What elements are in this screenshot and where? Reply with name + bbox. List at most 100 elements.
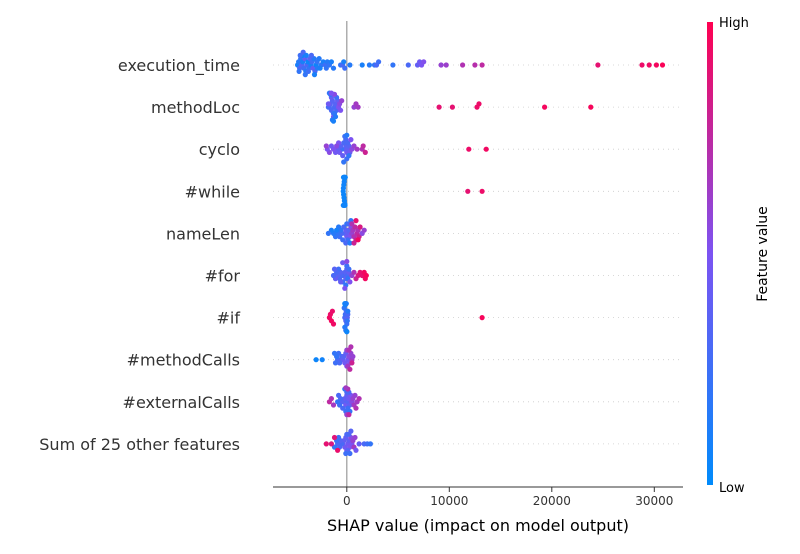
shap-point bbox=[421, 59, 427, 65]
shap-point bbox=[346, 266, 352, 272]
shap-point bbox=[588, 104, 594, 110]
shap-point bbox=[443, 62, 449, 68]
shap-point bbox=[344, 318, 350, 324]
shap-point bbox=[405, 62, 411, 68]
shap-point bbox=[311, 72, 318, 78]
shap-point bbox=[334, 227, 340, 233]
feature-label: #while bbox=[185, 182, 240, 201]
shap-point bbox=[542, 104, 548, 110]
shap-point bbox=[355, 104, 361, 110]
shap-point bbox=[367, 441, 373, 447]
shap-point bbox=[331, 444, 338, 450]
shap-point bbox=[479, 62, 485, 68]
shap-point bbox=[317, 65, 323, 71]
shap-point bbox=[339, 98, 345, 104]
shap-point bbox=[483, 146, 489, 152]
feature-label: #methodCalls bbox=[127, 351, 240, 370]
shap-point bbox=[338, 107, 344, 113]
x-tick-label: 0 bbox=[343, 494, 351, 508]
shap-point bbox=[330, 65, 337, 71]
shap-point bbox=[476, 101, 482, 107]
shap-point bbox=[472, 62, 478, 68]
feature-label: #for bbox=[205, 267, 241, 286]
shap-point bbox=[342, 174, 348, 180]
x-axis-title: SHAP value (impact on model output) bbox=[327, 516, 629, 535]
shap-point bbox=[359, 62, 365, 68]
shap-point bbox=[353, 405, 359, 411]
feature-label: nameLen bbox=[166, 224, 240, 243]
shap-point bbox=[347, 240, 353, 246]
shap-point bbox=[356, 396, 362, 402]
shap-point bbox=[349, 221, 355, 227]
shap-point bbox=[328, 396, 334, 402]
shap-point bbox=[351, 269, 357, 275]
shap-point bbox=[319, 357, 325, 363]
shap-point bbox=[479, 188, 485, 194]
shap-point bbox=[340, 153, 346, 159]
shap-point bbox=[354, 146, 360, 152]
shap-point bbox=[342, 202, 348, 208]
shap-point bbox=[346, 412, 352, 418]
shap-point bbox=[390, 62, 396, 68]
shap-point bbox=[305, 68, 311, 74]
shap-point bbox=[336, 392, 342, 398]
feature-label: #if bbox=[217, 309, 241, 328]
feature-label: execution_time bbox=[118, 56, 240, 76]
shap-point bbox=[361, 227, 367, 233]
shap-point bbox=[340, 260, 346, 266]
colorbar-high-label: High bbox=[719, 16, 749, 31]
shap-point bbox=[313, 357, 319, 363]
colorbar-low-label: Low bbox=[719, 481, 745, 496]
x-tick-label: 10000 bbox=[430, 494, 468, 508]
shap-point bbox=[653, 62, 660, 68]
shap-point bbox=[351, 240, 357, 246]
shap-point bbox=[349, 360, 355, 366]
shap-point bbox=[330, 272, 337, 279]
shap-point bbox=[355, 237, 361, 243]
shap-point bbox=[438, 62, 444, 68]
shap-point bbox=[302, 72, 308, 78]
shap-point bbox=[353, 218, 359, 224]
shap-point bbox=[296, 68, 302, 74]
shap-point bbox=[332, 114, 339, 120]
shap-point bbox=[376, 59, 382, 65]
shap-point bbox=[323, 441, 329, 447]
shap-point bbox=[659, 62, 666, 68]
shap-point bbox=[344, 132, 350, 138]
shap-point bbox=[344, 329, 350, 335]
shap-point bbox=[316, 56, 322, 62]
x-tick-label: 20000 bbox=[533, 494, 571, 508]
shap-point bbox=[449, 104, 455, 110]
shap-point bbox=[352, 224, 358, 230]
shap-point bbox=[325, 101, 331, 107]
shap-point bbox=[595, 62, 601, 68]
shap-point bbox=[341, 59, 347, 65]
shap-point bbox=[347, 450, 353, 457]
shap-point bbox=[646, 62, 652, 68]
shap-point bbox=[350, 353, 356, 360]
x-tick-label: 30000 bbox=[635, 494, 673, 508]
x-axis: 0 10000 20000 30000 bbox=[273, 486, 683, 508]
shap-point bbox=[323, 65, 329, 71]
colorbar-title: Feature value bbox=[755, 206, 771, 302]
shap-point bbox=[362, 149, 368, 155]
shap-point bbox=[308, 52, 314, 59]
shap-point bbox=[346, 153, 352, 159]
shap-point bbox=[332, 360, 339, 366]
shap-point bbox=[347, 62, 353, 68]
shap-point bbox=[343, 450, 349, 457]
shap-point bbox=[344, 258, 350, 265]
shap-point bbox=[357, 224, 363, 230]
shap-point bbox=[466, 146, 472, 152]
shap-point bbox=[347, 279, 353, 285]
shap-point bbox=[639, 62, 645, 68]
shap-point bbox=[460, 62, 466, 68]
shap-point bbox=[325, 230, 331, 236]
feature-labels: execution_time methodLoc cyclo #while nameLe… bbox=[39, 56, 240, 454]
shap-point bbox=[351, 143, 357, 149]
shap-point bbox=[335, 399, 341, 405]
feature-label: methodLoc bbox=[151, 98, 240, 117]
shap-point bbox=[343, 385, 349, 391]
